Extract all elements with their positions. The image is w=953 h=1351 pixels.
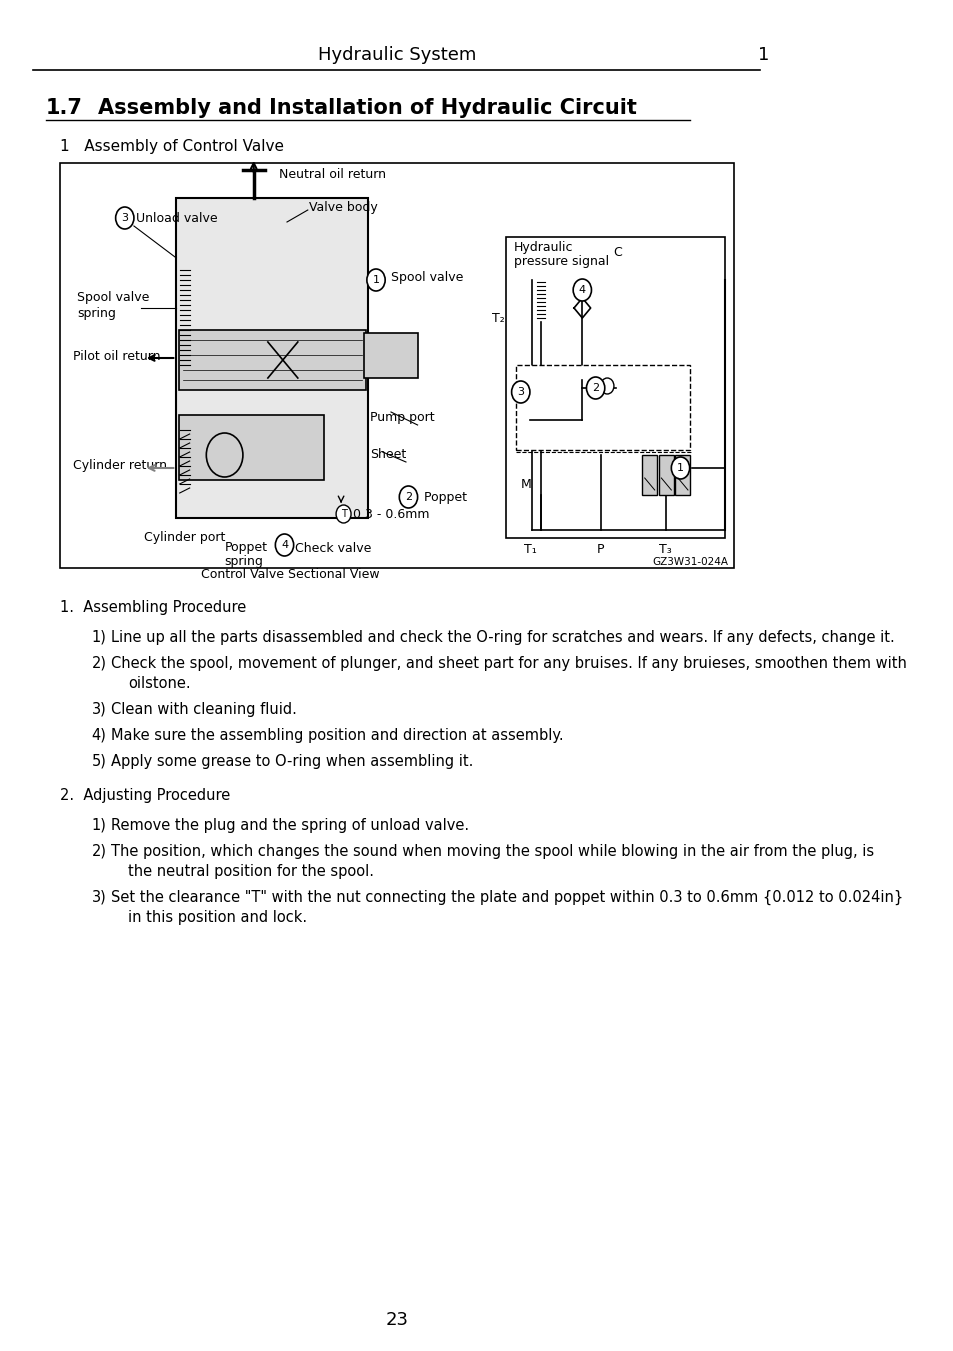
Text: Spool valve: Spool valve xyxy=(386,272,463,285)
Text: 2: 2 xyxy=(592,382,598,393)
Text: T₂: T₂ xyxy=(492,312,504,324)
Circle shape xyxy=(586,377,604,399)
Circle shape xyxy=(115,207,133,230)
Text: Cylinder return: Cylinder return xyxy=(73,458,167,471)
Text: T: T xyxy=(340,509,346,519)
Text: Spool valve: Spool valve xyxy=(77,292,150,304)
Text: T₃: T₃ xyxy=(659,543,671,557)
Text: Unload valve: Unload valve xyxy=(135,212,217,224)
Text: Clean with cleaning fluid.: Clean with cleaning fluid. xyxy=(112,703,297,717)
Text: in this position and lock.: in this position and lock. xyxy=(128,911,307,925)
Text: 2): 2) xyxy=(91,844,107,859)
Bar xyxy=(176,199,367,517)
Text: 4: 4 xyxy=(280,540,288,550)
Text: oilstone.: oilstone. xyxy=(128,676,191,690)
Text: C: C xyxy=(613,246,621,258)
Bar xyxy=(641,455,657,494)
Bar xyxy=(364,332,418,378)
Text: Poppet: Poppet xyxy=(224,542,268,554)
Text: pressure signal: pressure signal xyxy=(514,254,609,267)
Bar xyxy=(178,415,324,480)
Circle shape xyxy=(367,269,385,290)
Text: 1: 1 xyxy=(758,46,768,63)
Circle shape xyxy=(671,457,689,480)
Text: The position, which changes the sound when moving the spool while blowing in the: The position, which changes the sound wh… xyxy=(112,844,874,859)
Text: 2): 2) xyxy=(91,657,107,671)
Text: 1): 1) xyxy=(91,630,107,644)
Text: GZ3W31-024A: GZ3W31-024A xyxy=(652,557,728,567)
Bar xyxy=(675,455,690,494)
Text: 1): 1) xyxy=(91,817,107,834)
Bar xyxy=(516,365,690,450)
Text: 3: 3 xyxy=(517,386,524,397)
Text: Cylinder port: Cylinder port xyxy=(144,531,225,544)
Text: 0.3 - 0.6mm: 0.3 - 0.6mm xyxy=(353,508,429,520)
Text: Apply some grease to O-ring when assembling it.: Apply some grease to O-ring when assembl… xyxy=(112,754,474,769)
Text: Valve body: Valve body xyxy=(309,201,377,215)
Circle shape xyxy=(275,534,294,557)
Text: 4: 4 xyxy=(578,285,585,295)
Text: Pump port: Pump port xyxy=(370,412,435,424)
Text: Make sure the assembling position and direction at assembly.: Make sure the assembling position and di… xyxy=(112,728,563,743)
Text: 1: 1 xyxy=(372,276,379,285)
Bar xyxy=(659,455,673,494)
Text: 1.  Assembling Procedure: 1. Assembling Procedure xyxy=(60,600,246,615)
Circle shape xyxy=(511,381,529,403)
Text: Sheet: Sheet xyxy=(370,449,406,462)
Text: Hydraulic System: Hydraulic System xyxy=(317,46,476,63)
Circle shape xyxy=(573,280,591,301)
Text: Check the spool, movement of plunger, and sheet part for any bruises. If any bru: Check the spool, movement of plunger, an… xyxy=(112,657,906,671)
Text: 4): 4) xyxy=(91,728,107,743)
Text: 1: 1 xyxy=(677,463,683,473)
Text: Hydraulic: Hydraulic xyxy=(514,240,573,254)
Text: P: P xyxy=(597,543,604,557)
Text: 5): 5) xyxy=(91,754,107,769)
Text: M: M xyxy=(520,478,531,492)
Text: 3): 3) xyxy=(91,703,106,717)
Text: 2: 2 xyxy=(404,492,412,503)
Circle shape xyxy=(399,486,417,508)
Text: 2.  Adjusting Procedure: 2. Adjusting Procedure xyxy=(60,788,230,802)
Text: Control Valve Sectional View: Control Valve Sectional View xyxy=(201,569,379,581)
Text: 23: 23 xyxy=(385,1310,408,1329)
Bar xyxy=(178,330,366,390)
Text: Remove the plug and the spring of unload valve.: Remove the plug and the spring of unload… xyxy=(112,817,469,834)
Bar xyxy=(60,163,733,567)
Text: the neutral position for the spool.: the neutral position for the spool. xyxy=(128,865,374,880)
Text: 3: 3 xyxy=(121,213,128,223)
Text: Check valve: Check valve xyxy=(295,542,372,554)
Text: spring: spring xyxy=(224,554,263,567)
Text: spring: spring xyxy=(77,307,116,319)
Text: Assembly and Installation of Hydraulic Circuit: Assembly and Installation of Hydraulic C… xyxy=(98,99,637,118)
Circle shape xyxy=(206,434,243,477)
Text: Poppet: Poppet xyxy=(419,490,467,504)
Text: Line up all the parts disassembled and check the O-ring for scratches and wears.: Line up all the parts disassembled and c… xyxy=(112,630,894,644)
Text: Set the clearance "T" with the nut connecting the plate and poppet within 0.3 to: Set the clearance "T" with the nut conne… xyxy=(112,890,902,905)
Text: 1.7: 1.7 xyxy=(46,99,83,118)
Text: 3): 3) xyxy=(91,890,106,905)
Text: T₁: T₁ xyxy=(524,543,537,557)
Text: Neutral oil return: Neutral oil return xyxy=(278,168,385,181)
Text: Pilot oil return: Pilot oil return xyxy=(73,350,160,362)
Circle shape xyxy=(600,378,614,394)
Circle shape xyxy=(335,505,351,523)
Text: 1   Assembly of Control Valve: 1 Assembly of Control Valve xyxy=(60,139,284,154)
Bar xyxy=(505,236,724,538)
